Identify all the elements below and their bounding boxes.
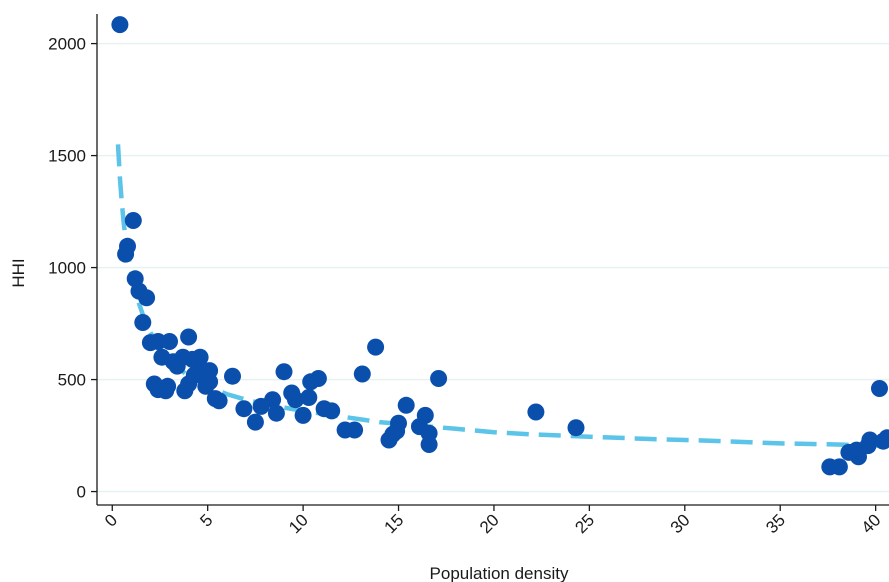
data-point: [235, 400, 253, 418]
data-point: [346, 421, 364, 439]
y-tick-label: 1500: [48, 147, 86, 166]
data-point: [390, 414, 407, 432]
data-point: [830, 458, 848, 476]
data-point: [309, 370, 327, 387]
y-tick-label: 1000: [48, 259, 86, 278]
x-tick-label: 35: [762, 510, 789, 537]
fit-line-group: [115, 144, 889, 448]
data-point: [527, 403, 545, 421]
scatter-points: [111, 16, 889, 476]
data-point: [871, 380, 888, 397]
data-point: [246, 413, 264, 431]
data-point: [111, 16, 129, 34]
y-axis-title: HHI: [9, 258, 28, 287]
data-point: [367, 338, 385, 356]
data-point: [416, 406, 434, 424]
y-tick-labels: 0 500 1000 1500 2000: [48, 35, 86, 502]
data-point: [124, 212, 142, 229]
data-point: [397, 396, 415, 414]
x-tick-label: 40: [858, 510, 885, 537]
data-point: [287, 391, 304, 409]
data-point: [878, 429, 889, 447]
data-point: [161, 333, 178, 350]
grid-lines: [97, 42, 889, 493]
y-tick-label: 500: [58, 371, 86, 390]
axes: [91, 14, 889, 511]
data-point: [134, 314, 152, 331]
x-tick-label: 5: [196, 510, 216, 530]
data-point: [201, 373, 219, 391]
x-tick-label: 0: [101, 510, 121, 530]
data-point: [264, 391, 282, 409]
data-point: [159, 377, 177, 395]
y-tick-label: 2000: [48, 35, 86, 54]
data-point: [180, 328, 198, 346]
data-point: [430, 370, 448, 387]
data-point: [117, 245, 135, 263]
y-tick-label: 0: [77, 483, 86, 502]
data-point: [861, 431, 879, 449]
data-point: [420, 424, 438, 442]
data-point: [300, 389, 318, 406]
data-point: [294, 406, 312, 424]
data-point: [191, 348, 209, 366]
data-point: [210, 392, 228, 410]
data-point: [138, 289, 156, 307]
data-point: [850, 448, 867, 466]
data-point: [567, 419, 585, 437]
fit-line: [115, 144, 889, 448]
x-tick-label: 15: [381, 510, 408, 537]
x-axis-title: Population density: [430, 564, 569, 582]
x-tick-label: 25: [571, 510, 598, 537]
x-tick-labels: 0 5 10 15 20 25 30 35 40: [101, 510, 885, 537]
data-point: [323, 402, 341, 420]
x-tick-label: 10: [285, 510, 312, 537]
data-point: [353, 365, 371, 383]
x-tick-label: 20: [476, 510, 503, 537]
data-point: [275, 363, 293, 381]
data-point: [224, 367, 241, 385]
data-point: [267, 404, 285, 422]
x-tick-label: 30: [667, 510, 694, 537]
